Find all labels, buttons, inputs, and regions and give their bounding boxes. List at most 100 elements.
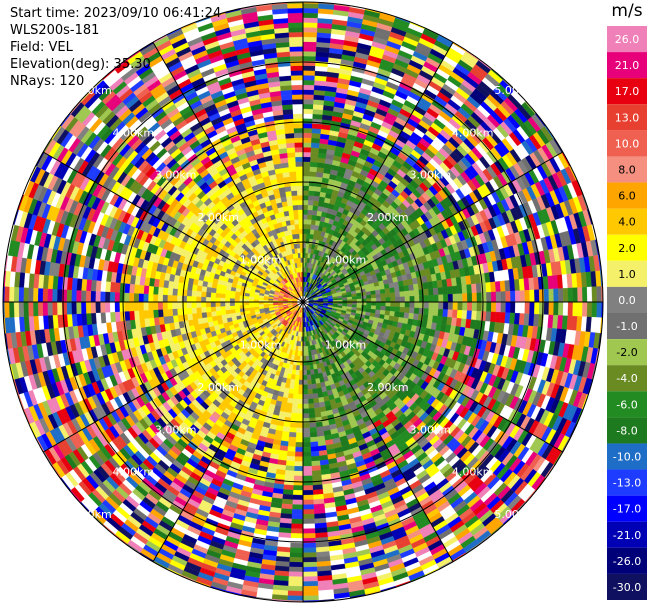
range-gate	[302, 494, 314, 501]
range-gate	[582, 301, 588, 318]
range-gate	[302, 223, 308, 230]
range-gate	[437, 287, 444, 296]
range-gate	[366, 301, 372, 306]
range-gate	[302, 442, 311, 448]
range-gate	[302, 432, 311, 438]
range-gate	[375, 289, 381, 295]
range-gate	[284, 412, 292, 418]
range-gate	[289, 422, 297, 428]
range-gate	[297, 408, 304, 414]
range-gate	[286, 455, 296, 462]
range-gate	[302, 394, 309, 400]
range-gate	[310, 441, 319, 448]
range-gate	[306, 369, 311, 376]
range-gate	[289, 552, 304, 558]
range-gate	[398, 285, 405, 293]
range-gate	[290, 523, 304, 529]
range-gate	[395, 301, 401, 308]
range-gate	[500, 301, 506, 313]
range-gate	[428, 288, 434, 296]
range-gate	[302, 175, 310, 182]
range-gate	[379, 288, 386, 295]
range-gate	[288, 388, 295, 395]
range-gate	[385, 301, 391, 307]
range-gate	[389, 306, 396, 312]
range-gate	[302, 379, 308, 385]
range-gate	[289, 427, 297, 433]
range-gate	[309, 176, 317, 182]
range-gate	[437, 308, 444, 317]
range-gate	[366, 294, 372, 299]
range-gate	[447, 309, 453, 318]
range-gate	[287, 590, 304, 597]
range-gate	[299, 365, 304, 371]
range-gate	[285, 460, 295, 467]
range-gate	[302, 389, 308, 395]
range-gate	[309, 171, 317, 177]
range-gate	[413, 283, 419, 291]
range-gate	[295, 442, 304, 448]
range-gate	[293, 480, 304, 486]
range-gate	[308, 408, 315, 414]
range-gate	[380, 305, 386, 311]
range-gate	[302, 228, 307, 234]
range-gate	[423, 301, 430, 309]
range-gate	[591, 286, 598, 303]
range-gate	[292, 393, 299, 400]
range-gate	[543, 288, 550, 303]
range-gate	[577, 287, 583, 303]
range-gate	[307, 393, 314, 400]
range-gate	[495, 301, 502, 313]
range-gate	[403, 285, 410, 292]
range-gate	[577, 301, 583, 317]
range-gate	[370, 305, 377, 310]
range-gate	[311, 474, 322, 481]
range-gate	[310, 374, 316, 380]
range-gate	[428, 294, 434, 303]
range-gate	[302, 561, 318, 568]
range-gate	[302, 219, 308, 225]
range-gate	[481, 301, 487, 312]
range-gate	[308, 185, 316, 192]
range-gate	[295, 437, 304, 443]
range-gate	[309, 436, 318, 443]
range-gate	[310, 142, 320, 149]
range-gate	[310, 378, 317, 385]
range-gate	[306, 379, 312, 385]
range-gate	[311, 460, 321, 467]
range-gate	[385, 306, 391, 312]
range-gate	[302, 7, 319, 14]
range-gate	[308, 403, 315, 409]
range-gate	[519, 301, 526, 314]
range-gate	[311, 128, 322, 134]
range-gate	[467, 301, 473, 312]
range-gate	[302, 36, 318, 43]
range-gate	[389, 287, 396, 294]
range-gate	[292, 489, 304, 496]
range-gate	[308, 190, 315, 196]
range-gate	[307, 204, 314, 211]
range-gate	[302, 585, 319, 592]
range-gate	[287, 581, 304, 587]
range-gate	[294, 456, 304, 462]
range-gate	[302, 185, 310, 191]
range-gate	[291, 408, 298, 414]
range-gate	[293, 384, 299, 390]
range-gate	[296, 422, 304, 429]
range-gate	[476, 301, 482, 312]
range-gate	[302, 374, 308, 381]
range-gate	[553, 301, 559, 316]
range-gate	[302, 422, 310, 429]
range-gate	[548, 301, 554, 316]
range-gate	[302, 475, 313, 481]
range-gate	[447, 293, 454, 303]
range-gate	[302, 22, 318, 28]
range-gate	[534, 289, 540, 303]
range-gate	[514, 290, 521, 303]
range-gate	[413, 313, 419, 321]
range-gate	[375, 293, 382, 299]
range-gate	[457, 301, 463, 311]
range-gate	[475, 283, 482, 294]
range-gate	[302, 27, 318, 33]
